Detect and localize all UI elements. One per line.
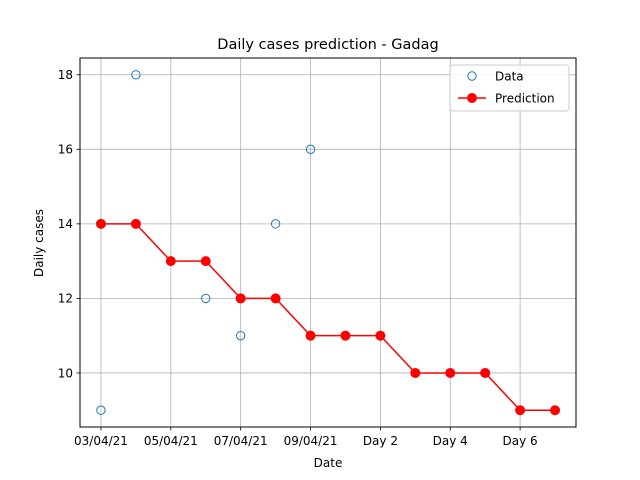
prediction-point: [375, 330, 386, 341]
prediction-point: [235, 293, 246, 304]
data-point: [131, 70, 141, 80]
series-data: [96, 70, 316, 415]
data-point: [201, 293, 211, 304]
prediction-point: [130, 218, 141, 229]
legend-entry-data: Data: [467, 69, 524, 83]
legend-label: Data: [495, 69, 524, 83]
prediction-point: [550, 405, 561, 416]
legend-marker: [467, 93, 477, 103]
x-tick-label: Day 4: [433, 434, 468, 448]
x-tick-label: 09/04/21: [284, 434, 338, 448]
legend-entry-prediction: Prediction: [458, 91, 555, 105]
prediction-point: [480, 367, 491, 378]
series-layer: [95, 70, 561, 416]
x-tick-label: 05/04/21: [144, 434, 198, 448]
data-point: [305, 144, 316, 155]
prediction-point: [200, 256, 211, 267]
y-tick-label: 14: [58, 217, 73, 231]
x-axis-label: Date: [314, 456, 343, 470]
x-tick-label: Day 6: [503, 434, 538, 448]
y-tick-label: 16: [58, 143, 73, 157]
series-prediction: [95, 218, 561, 416]
ticks: 03/04/21 05/04/21 07/04/21 09/04/21 Day 2 Day…: [58, 68, 538, 448]
prediction-point: [410, 367, 421, 378]
prediction-point: [340, 330, 351, 341]
legend-box: [449, 64, 570, 112]
prediction-line: [100, 223, 556, 411]
grid: [80, 58, 576, 427]
legend-label: Prediction: [495, 91, 555, 105]
prediction-point: [165, 256, 176, 267]
y-tick-label: 18: [58, 68, 73, 82]
prediction-point: [270, 293, 281, 304]
prediction-point: [305, 330, 316, 341]
data-point: [270, 219, 281, 229]
legend-marker: [467, 71, 477, 81]
y-tick-label: 12: [58, 292, 73, 306]
y-tick-label: 10: [58, 366, 73, 380]
data-point: [96, 405, 106, 415]
chart-title: Daily cases prediction - Gadag: [217, 37, 438, 53]
legend: Data Prediction: [449, 64, 570, 112]
prediction-point: [515, 405, 526, 416]
x-tick-label: 03/04/21: [74, 434, 128, 448]
prediction-point: [95, 218, 106, 229]
data-point: [235, 330, 246, 341]
plot-frame: [79, 57, 577, 428]
x-tick-label: 07/04/21: [214, 434, 268, 448]
y-axis-label: Daily cases: [32, 209, 46, 277]
x-tick-label: Day 2: [363, 434, 398, 448]
prediction-point: [445, 367, 456, 378]
